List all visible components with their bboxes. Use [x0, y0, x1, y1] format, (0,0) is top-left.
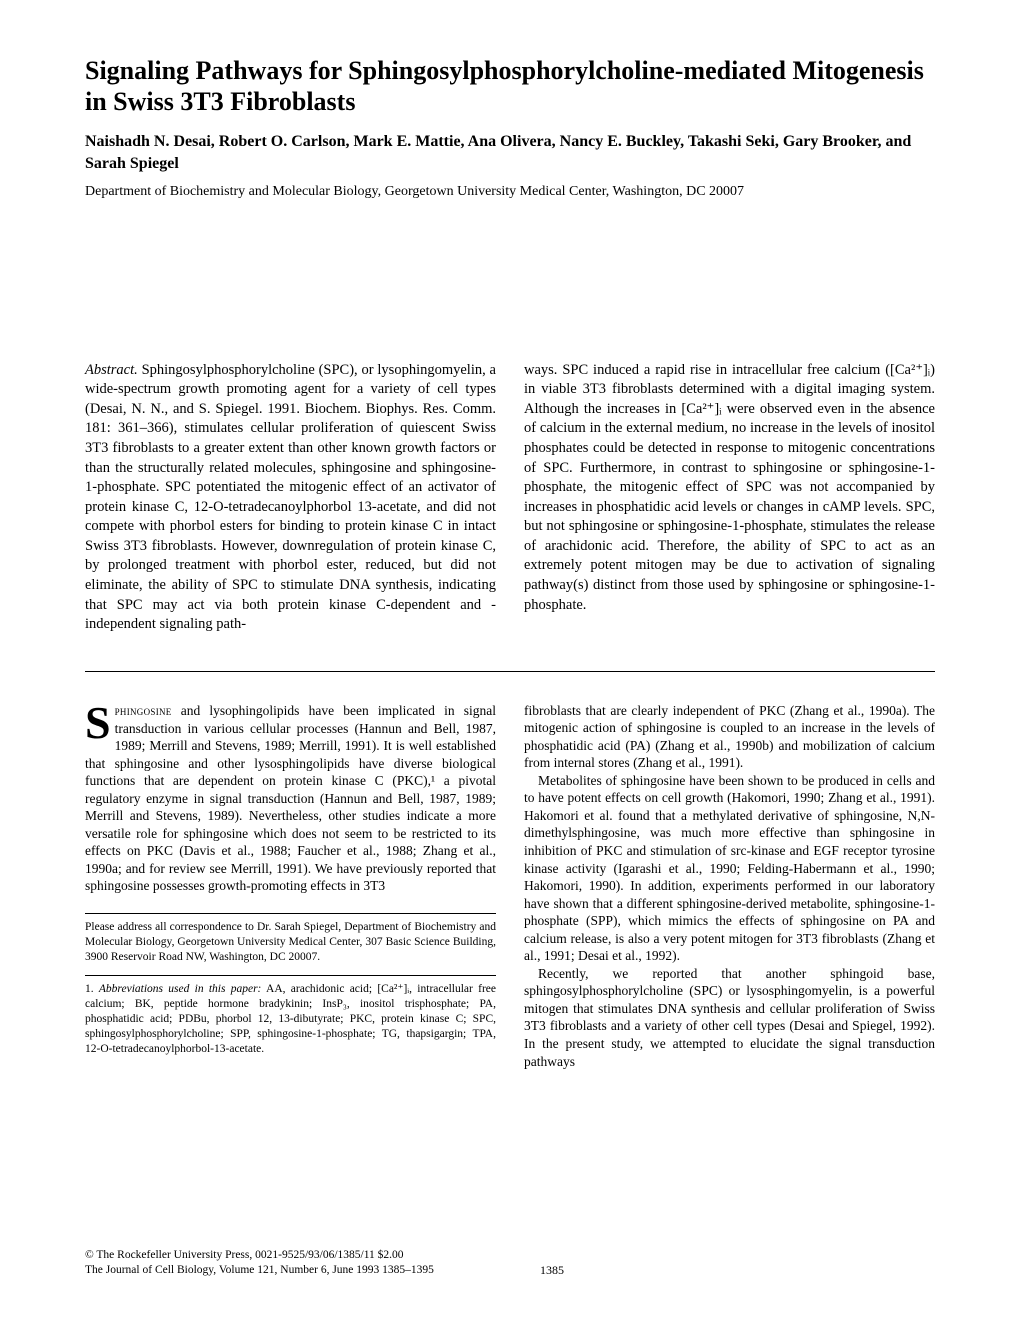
copyright-line: © The Rockefeller University Press, 0021… — [85, 1248, 434, 1263]
dropcap: S — [85, 702, 115, 742]
body-paragraph-1: Sphingosine and lysophingolipids have be… — [85, 702, 496, 895]
section-divider — [85, 671, 935, 672]
abbreviations-label: Abbreviations used in this paper: — [99, 983, 261, 995]
journal-info-line: The Journal of Cell Biology, Volume 121,… — [85, 1263, 434, 1278]
page-footer: © The Rockefeller University Press, 0021… — [85, 1248, 434, 1278]
abstract-column-right: ways. SPC induced a rapid rise in intrac… — [524, 361, 935, 635]
article-title: Signaling Pathways for Sphingosylphospho… — [85, 55, 935, 117]
footnote-divider-2 — [85, 975, 496, 976]
page-number: 1385 — [540, 1263, 564, 1278]
affiliation: Department of Biochemistry and Molecular… — [85, 183, 935, 201]
abstract-text-right: ways. SPC induced a rapid rise in intrac… — [524, 362, 935, 613]
body-column-right: fibroblasts that are clearly independent… — [524, 702, 935, 1070]
body-smallcaps: phingosine — [115, 703, 172, 718]
abbreviations-footnote: 1. Abbreviations used in this paper: AA,… — [85, 982, 496, 1057]
abstract-text-left: Sphingosylphosphorylcholine (SPC), or ly… — [85, 362, 496, 632]
body-paragraph-r2: Metabolites of sphingosine have been sho… — [524, 772, 935, 965]
body-text-left-1: and lysophingolipids have been implicate… — [85, 703, 496, 894]
body-container: Sphingosine and lysophingolipids have be… — [85, 702, 935, 1070]
abstract-container: Abstract. Sphingosylphosphorylcholine (S… — [85, 361, 935, 635]
footnote-divider-1 — [85, 913, 496, 914]
body-paragraph-r1: fibroblasts that are clearly independent… — [524, 702, 935, 772]
correspondence-footnote: Please address all correspondence to Dr.… — [85, 920, 496, 965]
abstract-label: Abstract. — [85, 362, 138, 378]
abstract-column-left: Abstract. Sphingosylphosphorylcholine (S… — [85, 361, 496, 635]
body-column-left: Sphingosine and lysophingolipids have be… — [85, 702, 496, 1070]
author-list: Naishadh N. Desai, Robert O. Carlson, Ma… — [85, 131, 935, 174]
body-paragraph-r3: Recently, we reported that another sphin… — [524, 965, 935, 1070]
